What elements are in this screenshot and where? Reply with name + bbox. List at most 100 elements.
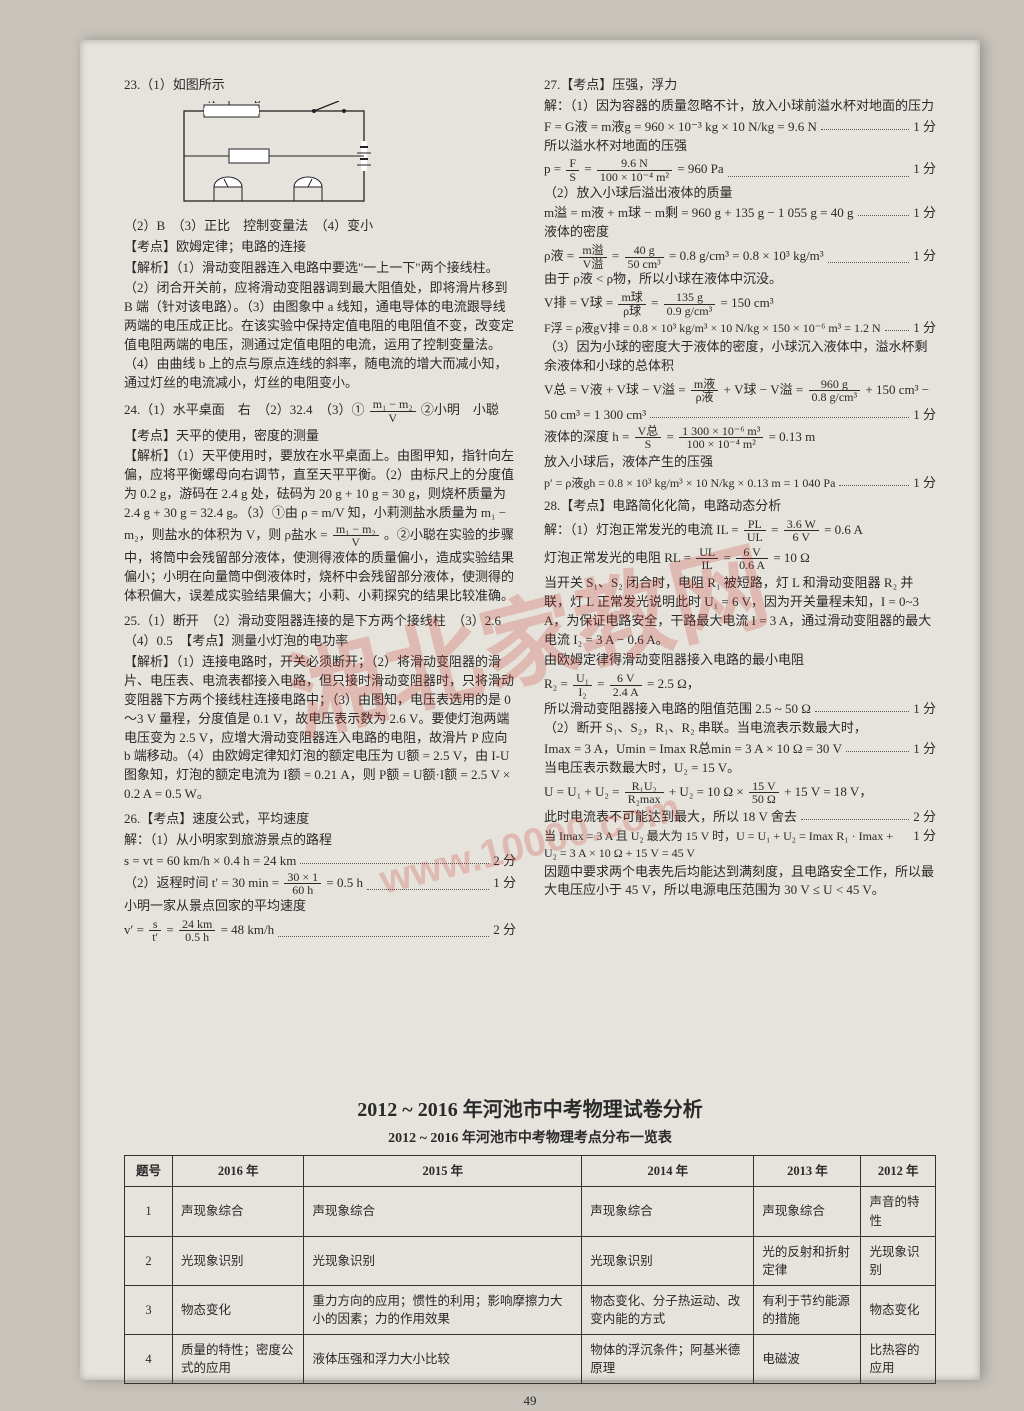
- table-cell: 电磁波: [754, 1335, 861, 1384]
- n: 135 g: [664, 291, 716, 305]
- dots: [300, 863, 489, 864]
- q26-l3: 小明一家从景点回家的平均速度: [124, 897, 516, 916]
- dots: [858, 215, 910, 216]
- a: U = U₁ + U₂ =: [544, 784, 619, 799]
- f: s t′: [149, 918, 161, 944]
- s: 1 分: [913, 700, 936, 719]
- f2: 1 300 × 10⁻⁶ m³100 × 10⁻⁴ m²: [679, 425, 763, 451]
- svg-text:A: A: [208, 101, 216, 106]
- q26-s2-wrap: （2）返程时间 t′ = 30 min = 30 × 1 60 h = 0.5 …: [124, 871, 363, 897]
- l: F = G液 = m液g = 960 × 10⁻³ kg × 10 N/kg =…: [544, 118, 817, 137]
- d: 6 V: [784, 531, 819, 544]
- f2: 6 V2.4 A: [610, 672, 642, 698]
- q28-l6: 当 Imax = 3 A 且 U₂ 最大为 15 V 时，U = U₁ + U₂…: [544, 827, 936, 863]
- frac-num: m₁ − m₂: [370, 398, 416, 412]
- q24-jiexi-1: 【解析】（1）天平使用时，要放在水平桌面上。由图甲知，指针向左偏，应将平衡螺母向…: [124, 447, 516, 605]
- q23-jiexi-1: 【解析】（1）滑动变阻器连入电路中要选"一上一下"两个接线柱。: [124, 259, 516, 278]
- wrap: ρ液 = m溢V溢 = 40 g50 cm³ = 0.8 g/cm³ = 0.8…: [544, 244, 824, 270]
- n: m溢: [579, 244, 606, 258]
- q26-s1-s: 2 分: [493, 852, 516, 871]
- b: + V球 − V溢 =: [723, 382, 803, 397]
- table-cell: 物态变化、分子热运动、改变内能的方式: [582, 1285, 754, 1334]
- q27-s6: F浮 = ρ液gV排 = 0.8 × 10³ kg/m³ × 10 N/kg ×…: [544, 319, 936, 338]
- q28-l7: 因题中要求两个电表先后均能达到满刻度，且电路安全工作，所以最大电压应小于 45 …: [544, 863, 936, 901]
- q26-s3-wrap: v′ = s t′ = 24 km 0.5 h = 48 km/h: [124, 918, 274, 944]
- dots: [801, 819, 909, 820]
- q24-l1a: 24.（1）水平桌面 右 （2）32.4 （3）①: [124, 403, 365, 418]
- f1: ULIL: [696, 546, 718, 572]
- c: = 0.6 A: [824, 522, 863, 537]
- two-column-body: 23.（1）如图所示 A: [124, 76, 936, 1086]
- b: =: [597, 676, 604, 691]
- q26-s2-s: 1 分: [493, 874, 516, 893]
- table-cell: 声现象综合: [582, 1187, 754, 1236]
- a: 液体的深度 h =: [544, 429, 629, 444]
- f1: PLUL: [744, 518, 766, 544]
- f1: m溢V溢: [579, 244, 606, 270]
- table-cell: 物态变化: [173, 1285, 304, 1334]
- f1: R₁U₂R₂max: [625, 780, 664, 806]
- dots: [278, 936, 489, 937]
- f1: V总S: [635, 425, 662, 451]
- q27-l8: 放入小球后，液体产生的压强: [544, 453, 936, 472]
- q26-s3-la: v′ =: [124, 922, 144, 937]
- d: 50 cm³ = 1 300 cm³: [544, 406, 646, 425]
- l: m溢 = m液 + m球 − m剩 = 960 g + 135 g − 1 05…: [544, 204, 854, 223]
- table-cell: 物态变化: [861, 1285, 936, 1334]
- n: 1 300 × 10⁻⁶ m³: [679, 425, 763, 439]
- dots: [846, 751, 909, 752]
- q26-s2-frac: 30 × 1 60 h: [284, 871, 321, 897]
- b: =: [651, 295, 658, 310]
- f2: 40 g50 cm³: [625, 244, 664, 270]
- q27-s8: 液体的深度 h = V总S = 1 300 × 10⁻⁶ m³100 × 10⁻…: [544, 425, 936, 451]
- dots: [650, 417, 909, 418]
- q27-s3: m溢 = m液 + m球 − m剩 = 960 g + 135 g − 1 05…: [544, 204, 936, 223]
- q28-s3: R₂ = U₁I₂ = 6 V2.4 A = 2.5 Ω，: [544, 672, 936, 698]
- q28-s5: Imax = 3 A，Umin = Imax R总min = 3 A × 10 …: [544, 740, 936, 759]
- l: F浮 = ρ液gV排 = 0.8 × 10³ kg/m³ × 10 N/kg ×…: [544, 320, 881, 337]
- d: ρ液: [691, 391, 718, 404]
- table-cell: 声现象综合: [173, 1187, 304, 1236]
- s: 1 分: [913, 319, 936, 338]
- table-head: 题号 2016 年 2015 年 2014 年 2013 年 2012 年: [125, 1156, 936, 1187]
- th-2012: 2012 年: [861, 1156, 936, 1187]
- d: V溢: [579, 258, 606, 271]
- n: V总: [635, 425, 662, 439]
- q28-l4: （2）断开 S₁、S₂，R₁、R₂ 串联。当电流表示数最大时，: [544, 719, 936, 738]
- table-cell: 光现象识别: [173, 1236, 304, 1285]
- dots: [821, 129, 909, 130]
- dots: [815, 711, 909, 712]
- q26-s3-lb: =: [166, 922, 173, 937]
- q28-s2: 灯泡正常发光的电阻 RL = ULIL = 6 V0.6 A = 10 Ω: [544, 546, 936, 572]
- d: 0.9 g/cm³: [664, 305, 716, 318]
- frac-den: V: [333, 536, 379, 549]
- th-2015: 2015 年: [304, 1156, 582, 1187]
- n: U₁: [573, 672, 592, 686]
- a: ρ液 =: [544, 248, 574, 263]
- table-header-row: 题号 2016 年 2015 年 2014 年 2013 年 2012 年: [125, 1156, 936, 1187]
- n: UL: [696, 546, 718, 560]
- l: 所以滑动变阻器接入电路的阻值范围 2.5 ~ 50 Ω: [544, 700, 811, 719]
- q24-line1: 24.（1）水平桌面 右 （2）32.4 （3）① m₁ − m₂ V ②小明 …: [124, 398, 516, 424]
- page-number: 49: [124, 1392, 936, 1411]
- b: =: [584, 161, 591, 176]
- table-cell: 光现象识别: [304, 1236, 582, 1285]
- q27-s2: p = FS = 9.6 N100 × 10⁻⁴ m² = 960 Pa 1 分: [544, 157, 936, 183]
- left-column: 23.（1）如图所示 A: [124, 76, 516, 1086]
- s: 1 分: [913, 740, 936, 759]
- circuit-diagram: A B: [174, 101, 374, 211]
- d: ρ球: [618, 305, 645, 318]
- table-cell: 声音的特性: [861, 1187, 936, 1236]
- q24-frac: m₁ − m₂ V: [370, 398, 416, 424]
- q28-s1: 解：（1）灯泡正常发光的电流 IL = PLUL = 3.6 W6 V = 0.…: [544, 518, 936, 544]
- d: I₂: [573, 686, 592, 699]
- d: 2.4 A: [610, 686, 642, 699]
- q27-l7: （3）因为小球的密度大于液体的密度，小球沉入液体中，溢水杯剩余液体和小球的总体积: [544, 338, 936, 376]
- b: =: [667, 429, 674, 444]
- table-cell: 有利于节约能源的措施: [754, 1285, 861, 1334]
- q27-l6: 由于 ρ液 < ρ物，所以小球在液体中沉没。: [544, 270, 936, 289]
- f2: 3.6 W6 V: [784, 518, 819, 544]
- q27-l5: 液体的密度: [544, 223, 936, 242]
- l: p′ = ρ液gh = 0.8 × 10³ kg/m³ × 10 N/kg × …: [544, 475, 835, 492]
- n: 15 V: [749, 780, 779, 794]
